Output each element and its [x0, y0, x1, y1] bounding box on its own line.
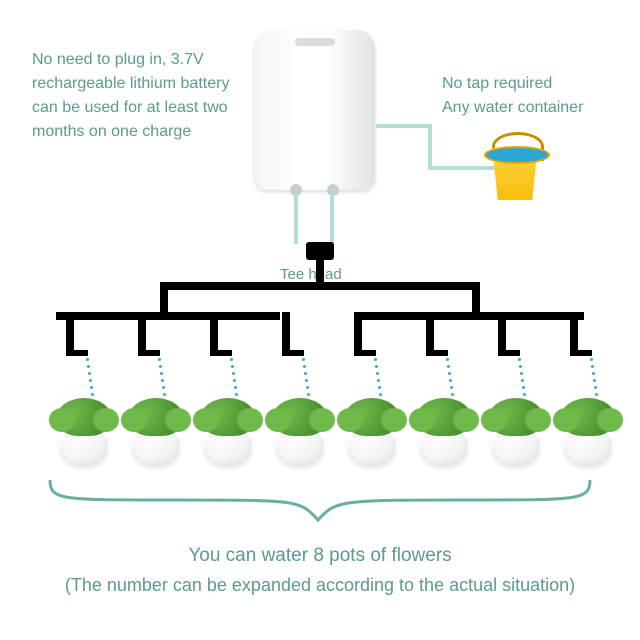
water-drop-icon [305, 379, 308, 382]
brace-icon [40, 478, 600, 528]
plant-pot-icon [196, 398, 260, 464]
water-drop-icon [520, 372, 523, 375]
water-drop-icon [378, 386, 381, 389]
bucket-icon [480, 140, 550, 200]
water-drop-icon [162, 386, 165, 389]
water-drop-icon [307, 393, 310, 396]
water-drop-icon [89, 379, 92, 382]
water-label-1: No tap required [442, 72, 552, 96]
water-drop-icon [591, 365, 594, 368]
water-drop-icon [519, 365, 522, 368]
water-drop-icon [594, 386, 597, 389]
drop-pipe [498, 312, 506, 352]
water-drop-icon [230, 358, 233, 361]
manifold-drop [472, 282, 480, 314]
water-drop-icon [374, 358, 377, 361]
water-drop-icon [379, 393, 382, 396]
dripper-arm [426, 350, 448, 356]
water-drop-icon [451, 393, 454, 396]
plant-pot-icon [124, 398, 188, 464]
water-drop-icon [302, 358, 305, 361]
plant-pot-icon [52, 398, 116, 464]
drop-pipe [570, 312, 578, 352]
water-drop-icon [450, 386, 453, 389]
manifold-right [360, 312, 584, 320]
tee-stem [316, 254, 324, 282]
plant-pot-icon [412, 398, 476, 464]
water-drop-icon [590, 358, 593, 361]
water-drop-icon [521, 379, 524, 382]
tube-segment [294, 194, 298, 244]
water-drop-icon [88, 372, 91, 375]
water-drop-icon [160, 372, 163, 375]
manifold-main [160, 282, 480, 290]
water-drop-icon [159, 365, 162, 368]
plant-pot-icon [556, 398, 620, 464]
drop-pipe [426, 312, 434, 352]
water-drop-icon [231, 365, 234, 368]
dripper-arm [498, 350, 520, 356]
water-drop-icon [233, 379, 236, 382]
water-drop-icon [523, 393, 526, 396]
dripper-arm [354, 350, 376, 356]
plant-pot-icon [340, 398, 404, 464]
dripper-arm [570, 350, 592, 356]
water-drop-icon [518, 358, 521, 361]
plant-pot-icon [484, 398, 548, 464]
dripper-arm [66, 350, 88, 356]
water-drop-icon [593, 379, 596, 382]
caption-line2: (The number can be expanded according to… [0, 572, 640, 599]
water-drop-icon [448, 372, 451, 375]
drop-pipe [210, 312, 218, 352]
dripper-arm [210, 350, 232, 356]
water-drop-icon [595, 393, 598, 396]
battery-label: No need to plug in, 3.7V rechargeable li… [32, 48, 242, 144]
water-drop-icon [449, 379, 452, 382]
water-drop-icon [90, 386, 93, 389]
water-label-2: Any water container [442, 96, 583, 120]
water-drop-icon [232, 372, 235, 375]
drop-pipe [354, 312, 362, 352]
water-drop-icon [522, 386, 525, 389]
manifold-left [56, 312, 280, 320]
water-drop-icon [91, 393, 94, 396]
tube-segment [330, 194, 334, 244]
dripper-arm [138, 350, 160, 356]
drop-pipe [138, 312, 146, 352]
water-drop-icon [446, 358, 449, 361]
water-drop-icon [303, 365, 306, 368]
water-drop-icon [306, 386, 309, 389]
manifold-drop [160, 282, 168, 314]
water-drop-icon [375, 365, 378, 368]
dripper-arm [282, 350, 304, 356]
water-drop-icon [592, 372, 595, 375]
pump-device-icon [255, 30, 375, 190]
water-drop-icon [304, 372, 307, 375]
water-drop-icon [376, 372, 379, 375]
plant-pot-icon [268, 398, 332, 464]
water-drop-icon [447, 365, 450, 368]
water-drop-icon [234, 386, 237, 389]
water-drop-icon [161, 379, 164, 382]
water-drop-icon [87, 365, 90, 368]
diagram-canvas: No need to plug in, 3.7V rechargeable li… [0, 0, 640, 640]
tube-segment [376, 124, 432, 128]
water-drop-icon [235, 393, 238, 396]
water-drop-icon [377, 379, 380, 382]
tube-segment [428, 124, 432, 170]
water-drop-icon [163, 393, 166, 396]
water-drop-icon [158, 358, 161, 361]
drop-pipe [66, 312, 74, 352]
water-drop-icon [86, 358, 89, 361]
caption-line1: You can water 8 pots of flowers [0, 542, 640, 571]
drop-pipe [282, 312, 290, 352]
